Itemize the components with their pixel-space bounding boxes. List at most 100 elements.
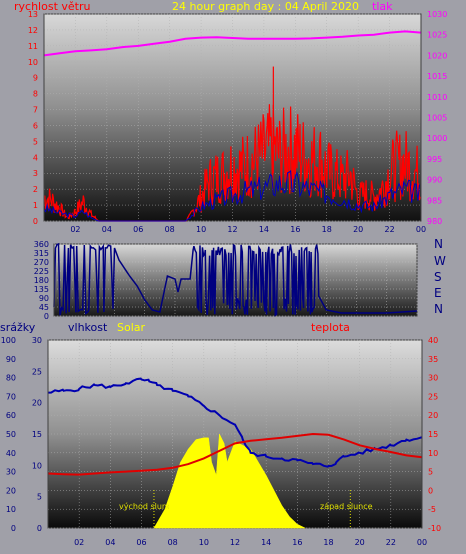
weather-series <box>47 377 423 529</box>
compass-e: E <box>434 286 442 300</box>
wind-average-line <box>43 170 420 222</box>
rain-tick-label: 100 <box>1 336 16 345</box>
pressure-tick-label: 990 <box>427 176 442 185</box>
wind-pressure-axes: 02 04 06 08 10 12 14 16 18 20 22 000123456789101112… <box>28 10 448 234</box>
x-tick-label: 16 <box>292 538 302 547</box>
wind-pressure-series <box>43 30 422 222</box>
x-tick-label: 10 <box>199 538 209 547</box>
x-tick-label: 12 <box>230 538 240 547</box>
temperature-tick-label: 20 <box>428 411 438 420</box>
compass-n-top: N <box>434 237 443 251</box>
wind-tick-label: 2 <box>33 185 38 194</box>
direction-tick-label: 180 <box>34 276 49 285</box>
pressure-tick-label: 1005 <box>427 114 447 123</box>
wind-tick-label: 4 <box>33 153 38 162</box>
pressure-tick-label: 985 <box>427 196 442 205</box>
temperature-tick-label: 30 <box>428 374 438 383</box>
x-tick-label: 18 <box>323 538 333 547</box>
direction-tick-label: 315 <box>34 249 49 258</box>
x-tick-label: 04 <box>102 225 112 234</box>
temperature-tick-label: 40 <box>428 336 438 345</box>
pressure-tick-label: 1015 <box>427 72 447 81</box>
pressure-tick-label: 1030 <box>427 10 447 19</box>
humidity-tick-label: 30 <box>32 336 42 345</box>
wind-tick-label: 6 <box>33 121 38 130</box>
rain-tick-label: 30 <box>6 468 16 477</box>
direction-tick-label: 225 <box>34 267 49 276</box>
wind-tick-label: 9 <box>33 74 38 83</box>
x-tick-label: 04 <box>105 538 115 547</box>
rain-tick-label: 0 <box>11 524 16 533</box>
x-tick-label: 18 <box>322 225 332 234</box>
x-tick-label: 02 <box>74 538 84 547</box>
humidity-tick-label: 25 <box>32 367 42 376</box>
x-tick-label: 10 <box>196 225 206 234</box>
x-tick-label: 08 <box>168 538 178 547</box>
compass-w: W <box>434 254 446 268</box>
rain-tick-label: 10 <box>6 505 16 514</box>
temperature-tick-label: 15 <box>428 430 438 439</box>
wind-direction-series <box>53 242 418 317</box>
x-tick-label: 00 <box>416 225 426 234</box>
x-tick-label: 16 <box>290 225 300 234</box>
pressure-tick-label: 1010 <box>427 93 447 102</box>
weather-axes: 02 04 06 08 10 12 14 16 18 20 22 000102030405060708… <box>1 336 441 547</box>
wind-tick-label: 7 <box>33 106 38 115</box>
solar-label: Solar <box>117 321 146 334</box>
x-tick-label: 02 <box>70 225 80 234</box>
temperature-tick-label: 10 <box>428 449 438 458</box>
wind-direction-line <box>53 242 418 317</box>
graph-title: 24 hour graph day : 04 April 2020 <box>172 0 359 13</box>
wind-tick-label: 11 <box>28 42 38 51</box>
x-tick-label: 06 <box>136 538 146 547</box>
rain-label: srážky <box>0 321 36 334</box>
rain-tick-label: 40 <box>6 449 16 458</box>
sunset-label: západ slunce <box>320 502 373 511</box>
wind-tick-label: 10 <box>28 58 38 67</box>
rain-tick-label: 60 <box>6 411 16 420</box>
temperature-tick-label: -5 <box>428 505 436 514</box>
x-tick-label: 20 <box>353 225 363 234</box>
humidity-label: vlhkost <box>68 321 108 334</box>
temperature-label: teplota <box>311 321 350 334</box>
solar-area <box>153 433 306 529</box>
humidity-line <box>48 377 423 468</box>
humidity-tick-label: 0 <box>37 524 42 533</box>
wind-tick-label: 1 <box>33 201 38 210</box>
x-tick-label: 14 <box>259 225 269 234</box>
pressure-tick-label: 1000 <box>427 134 447 143</box>
x-tick-label: 08 <box>165 225 175 234</box>
temperature-tick-label: -10 <box>428 524 441 533</box>
pressure-tick-label: 1020 <box>427 51 447 60</box>
compass-n-bottom: N <box>434 302 443 316</box>
direction-tick-label: 270 <box>34 258 49 267</box>
x-tick-label: 12 <box>227 225 237 234</box>
pressure-tick-label: 980 <box>427 217 442 226</box>
wind-tick-label: 5 <box>33 137 38 146</box>
wind-tick-label: 12 <box>28 26 38 35</box>
x-tick-label: 00 <box>417 538 427 547</box>
pressure-line <box>43 30 422 57</box>
x-tick-label: 06 <box>133 225 143 234</box>
direction-tick-label: 45 <box>39 303 49 312</box>
temperature-line <box>47 432 423 476</box>
wind-tick-label: 8 <box>33 90 38 99</box>
humidity-tick-label: 5 <box>37 493 42 502</box>
humidity-tick-label: 20 <box>32 399 42 408</box>
rain-tick-label: 70 <box>6 392 16 401</box>
x-tick-label: 20 <box>355 538 365 547</box>
pressure-tick-label: 1025 <box>427 31 447 40</box>
temperature-tick-label: 0 <box>428 486 433 495</box>
wind-tick-label: 0 <box>33 217 38 226</box>
pressure-tick-label: 995 <box>427 155 442 164</box>
rain-tick-label: 80 <box>6 374 16 383</box>
wind-speed-label: rychlost větru <box>14 0 91 13</box>
temperature-tick-label: 5 <box>428 468 433 477</box>
direction-tick-label: 135 <box>34 285 49 294</box>
x-tick-label: 22 <box>386 538 396 547</box>
sunrise-label: východ slunce <box>119 502 169 511</box>
rain-tick-label: 90 <box>6 355 16 364</box>
